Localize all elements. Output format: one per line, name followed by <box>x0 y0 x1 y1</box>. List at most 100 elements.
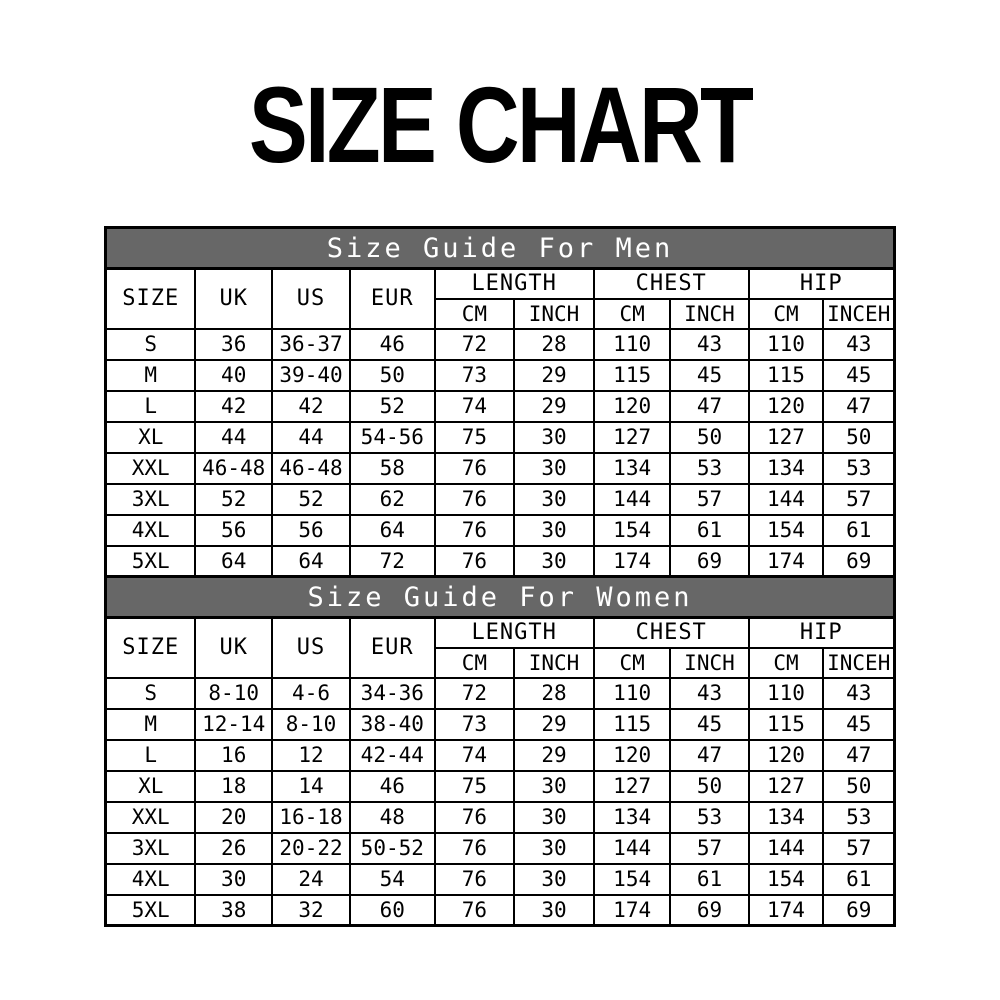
subheader-hip-cm: CM <box>747 297 825 330</box>
value-cell: 16-18 <box>270 800 352 834</box>
value-cell: 72 <box>433 327 516 361</box>
women-header-row-1: SIZE UK US EUR LENGTH CHEST HIP <box>104 616 896 679</box>
table-row: XL 44 44 54-56 75 30 127 50 127 50 <box>104 420 896 454</box>
value-cell: 154 <box>747 513 825 547</box>
size-label-cell: 4XL <box>104 513 197 547</box>
value-cell: 110 <box>747 676 825 710</box>
women-section-title-row: Size Guide For Women <box>104 575 896 619</box>
value-cell: 30 <box>513 451 595 485</box>
value-cell: 154 <box>592 862 672 896</box>
size-label-cell: XXL <box>104 451 197 485</box>
table-row: XXL 46-48 46-48 58 76 30 134 53 134 53 <box>104 451 896 485</box>
value-cell: 28 <box>513 676 595 710</box>
value-cell: 110 <box>592 327 672 361</box>
value-cell: 50 <box>822 420 896 454</box>
value-cell: 46 <box>349 327 436 361</box>
value-cell: 127 <box>592 420 672 454</box>
value-cell: 46-48 <box>194 451 273 485</box>
value-cell: 30 <box>513 893 595 927</box>
value-cell: 76 <box>433 800 516 834</box>
column-header-uk: UK <box>194 616 273 679</box>
women-header-row-2: CM INCH CM INCH CM INCEH <box>106 646 896 679</box>
subheader-length-cm: CM <box>433 297 516 330</box>
value-cell: 54 <box>349 862 436 896</box>
women-section-header: Size Guide For Women SIZE UK US EUR LENG… <box>104 575 896 679</box>
value-cell: 144 <box>747 831 825 865</box>
value-cell: 24 <box>270 862 352 896</box>
value-cell: 174 <box>747 893 825 927</box>
value-cell: 30 <box>513 544 595 578</box>
subheader-hip-cm: CM <box>747 646 825 679</box>
value-cell: 134 <box>747 451 825 485</box>
value-cell: 45 <box>822 707 896 741</box>
column-header-eur: EUR <box>349 267 436 330</box>
value-cell: 56 <box>194 513 273 547</box>
table-row: XL 18 14 46 75 30 127 50 127 50 <box>104 769 896 803</box>
value-cell: 127 <box>592 769 672 803</box>
value-cell: 144 <box>592 831 672 865</box>
value-cell: 20 <box>194 800 273 834</box>
size-label-cell: XL <box>104 769 197 803</box>
table-row: 5XL 64 64 72 76 30 174 69 174 69 <box>104 544 896 578</box>
value-cell: 30 <box>513 800 595 834</box>
subheader-chest-inch: INCH <box>669 297 750 330</box>
value-cell: 30 <box>513 769 595 803</box>
value-cell: 60 <box>349 893 436 927</box>
value-cell: 154 <box>592 513 672 547</box>
value-cell: 12-14 <box>194 707 273 741</box>
value-cell: 61 <box>822 862 896 896</box>
men-table-body: S 36 36-37 46 72 28 110 43 110 43 M 40 39-40 50 73 29 11… <box>104 327 896 578</box>
value-cell: 61 <box>669 862 750 896</box>
men-section-title: Size Guide For Men <box>104 226 896 270</box>
value-cell: 69 <box>822 893 896 927</box>
value-cell: 29 <box>513 389 595 423</box>
value-cell: 30 <box>194 862 273 896</box>
table-row: S 36 36-37 46 72 28 110 43 110 43 <box>104 327 896 361</box>
value-cell: 110 <box>747 327 825 361</box>
subheader-length-cm: CM <box>433 646 516 679</box>
size-label-cell: 3XL <box>104 831 197 865</box>
column-header-hip: HIP <box>747 616 896 649</box>
value-cell: 115 <box>592 707 672 741</box>
value-cell: 52 <box>270 482 352 516</box>
value-cell: 39-40 <box>270 358 352 392</box>
column-header-chest: CHEST <box>592 616 750 649</box>
value-cell: 53 <box>669 800 750 834</box>
subheader-hip-inch: INCEH <box>822 646 896 679</box>
size-label-cell: 5XL <box>104 893 197 927</box>
value-cell: 28 <box>513 327 595 361</box>
value-cell: 34-36 <box>349 676 436 710</box>
size-label-cell: M <box>104 707 197 741</box>
value-cell: 42-44 <box>349 738 436 772</box>
subheader-chest-inch: INCH <box>669 646 750 679</box>
column-header-hip: HIP <box>747 267 896 300</box>
women-table-body: S 8-10 4-6 34-36 72 28 110 43 110 43 M 12-14 8-10 38-… <box>104 676 896 927</box>
column-header-eur: EUR <box>349 616 436 679</box>
value-cell: 64 <box>349 513 436 547</box>
value-cell: 76 <box>433 831 516 865</box>
value-cell: 53 <box>822 451 896 485</box>
value-cell: 115 <box>592 358 672 392</box>
value-cell: 120 <box>592 738 672 772</box>
value-cell: 44 <box>270 420 352 454</box>
value-cell: 115 <box>747 358 825 392</box>
size-chart-table: Size Guide For Men SIZE UK US EUR LENGTH… <box>104 226 896 927</box>
value-cell: 36-37 <box>270 327 352 361</box>
value-cell: 43 <box>822 676 896 710</box>
value-cell: 134 <box>747 800 825 834</box>
column-header-length: LENGTH <box>433 616 595 649</box>
value-cell: 115 <box>747 707 825 741</box>
subheader-chest-cm: CM <box>592 646 672 679</box>
size-label-cell: 5XL <box>104 544 197 578</box>
size-label-cell: S <box>104 676 197 710</box>
value-cell: 154 <box>747 862 825 896</box>
value-cell: 75 <box>433 769 516 803</box>
column-header-size: SIZE <box>104 267 197 330</box>
men-section-header: Size Guide For Men SIZE UK US EUR LENGTH… <box>104 226 896 330</box>
value-cell: 29 <box>513 358 595 392</box>
value-cell: 46-48 <box>270 451 352 485</box>
value-cell: 48 <box>349 800 436 834</box>
value-cell: 44 <box>194 420 273 454</box>
value-cell: 8-10 <box>270 707 352 741</box>
table-row: M 40 39-40 50 73 29 115 45 115 45 <box>104 358 896 392</box>
